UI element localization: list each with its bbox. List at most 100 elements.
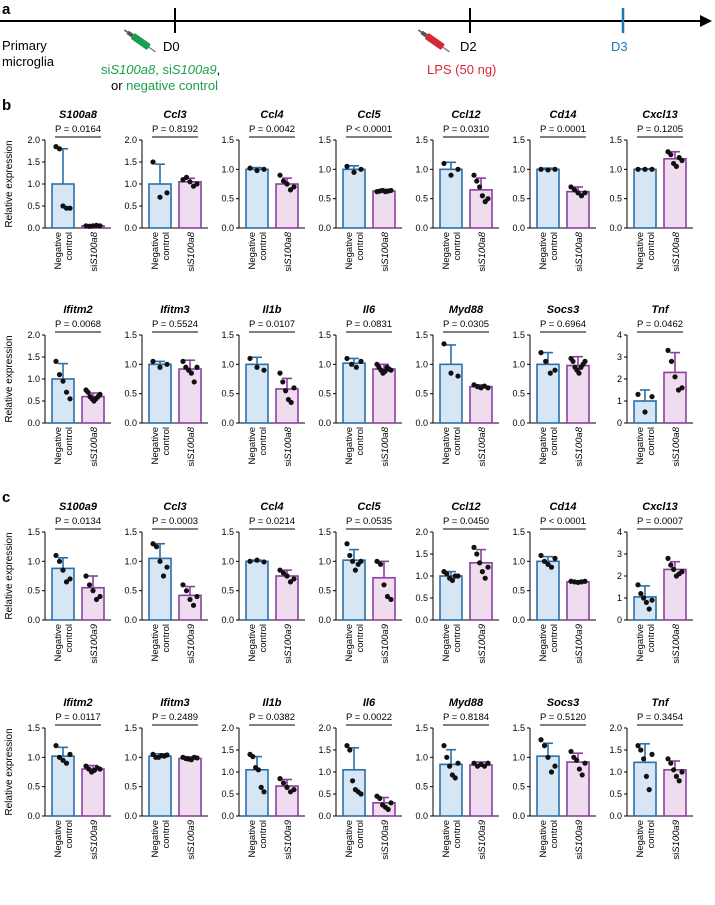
data-point [441,341,447,347]
data-point [449,577,455,584]
data-point [384,593,391,600]
data-point [153,544,160,550]
p-value-label: P = 0.5120 [540,712,586,723]
p-value-label: P = 0.0214 [249,516,295,527]
p-value-label: P = 0.0305 [443,319,489,330]
data-point [254,167,260,174]
data-point [474,178,480,184]
x-category-label-control-2: control [161,624,172,653]
panel-label-b: b [2,97,11,114]
data-point [441,743,447,749]
syringe-icon-green [123,29,156,53]
data-point [53,358,59,364]
y-tick-label: 2.0 [27,330,40,340]
data-point [53,743,59,749]
y-tick-label: 1.0 [27,752,40,762]
y-tick-label: 0.5 [609,789,622,799]
data-point [254,557,260,563]
y-tick-label: 1.0 [124,359,137,369]
data-point [358,358,364,364]
x-category-label-control-2: control [646,624,657,653]
data-point [284,181,290,187]
y-tick-label: 1.5 [318,135,331,145]
y-tick-label: 2.0 [318,723,331,733]
data-point [635,391,641,397]
data-point [261,559,267,565]
data-point [568,748,574,755]
chart-title: Ccl3 [163,109,186,121]
x-category-label-control: Negative [344,820,355,858]
y-axis-label: Relative expression [4,728,15,815]
bar-si-treated [663,371,687,424]
p-value-label: P = 0.0117 [55,712,100,723]
chart-title: Cxcl13 [642,109,677,121]
data-point [571,187,578,193]
data-point [349,361,355,367]
x-category-label-control-2: control [64,427,75,456]
p-value-label: P = 0.0535 [346,516,392,527]
data-point [254,364,260,370]
p-value-label: P = 0.0462 [637,319,683,330]
syringe-icon-red [417,29,450,53]
y-tick-label: 1.5 [512,135,525,145]
bar-si-treated [663,157,687,229]
data-point [668,760,674,766]
y-tick-label: 1.5 [512,330,525,340]
timeline-start-label: Primary [2,38,47,53]
data-point [261,789,267,795]
data-point [545,167,551,173]
y-tick-label: 1.0 [512,556,525,566]
data-point [665,756,671,762]
chart-c-myd88: Myd88 P = 0.8184 0.0 0.5 1.0 1.5 Negative contr… [415,697,499,860]
p-value-label: P = 0.0068 [55,319,101,330]
data-point [582,358,588,364]
data-point [638,747,644,753]
y-tick-label: 1.0 [318,359,331,369]
data-point [291,787,297,793]
x-category-label-control: Negative [538,820,549,858]
data-point [194,364,200,370]
data-point [183,588,190,594]
y-tick-label: 0.0 [415,418,428,428]
x-category-label-control-2: control [161,427,172,456]
data-point [441,160,447,167]
data-point [649,166,655,172]
chart-b-tnf: Tnf P = 0.0462 0 1 2 3 4 Negative control siS100a… [617,304,693,467]
bar-si-treated [178,757,202,817]
timeline-d2-label: D2 [460,39,477,54]
data-point [277,567,283,573]
x-category-label-control: Negative [635,624,646,662]
data-point [194,181,200,187]
treatment-line-1: siS100a8, siS100a9, [101,62,220,77]
data-point [157,364,163,370]
y-tick-label: 0.5 [124,201,137,211]
data-point [548,564,555,570]
y-tick-label: 0.0 [415,811,428,821]
y-tick-label: 1.0 [27,556,40,566]
y-tick-label: 0.0 [318,418,331,428]
data-point [85,389,91,395]
y-tick-label: 0.5 [415,593,428,603]
y-tick-label: 1.5 [27,157,40,167]
y-tick-label: 1.0 [609,767,622,777]
chart-title: Ccl4 [260,501,283,513]
data-point [67,751,73,758]
data-point [247,165,253,171]
data-point [382,368,388,374]
chart-b-il1b: Il1b P = 0.0107 0.0 0.5 1.0 1.5 Negative contro… [221,304,305,467]
y-tick-label: 1.5 [609,135,622,145]
y-tick-label: 1.5 [415,135,428,145]
data-point [448,370,454,376]
p-value-label: P = 0.8192 [152,124,198,135]
data-point [649,597,655,603]
y-tick-label: 1.5 [415,330,428,340]
x-category-label-treated: siS100a9 [283,819,294,859]
data-point [479,569,485,575]
y-tick-label: 0.0 [124,223,137,233]
bar-negative-control [633,761,657,817]
chart-b-ccl5: Ccl5 P < 0.0001 0.0 0.5 1.0 1.5 Negative contro… [318,109,402,272]
chart-title: Ccl12 [451,501,480,513]
y-axis-label: Relative expression [4,532,15,619]
data-point [157,558,163,564]
bar-si-treated [566,190,590,229]
